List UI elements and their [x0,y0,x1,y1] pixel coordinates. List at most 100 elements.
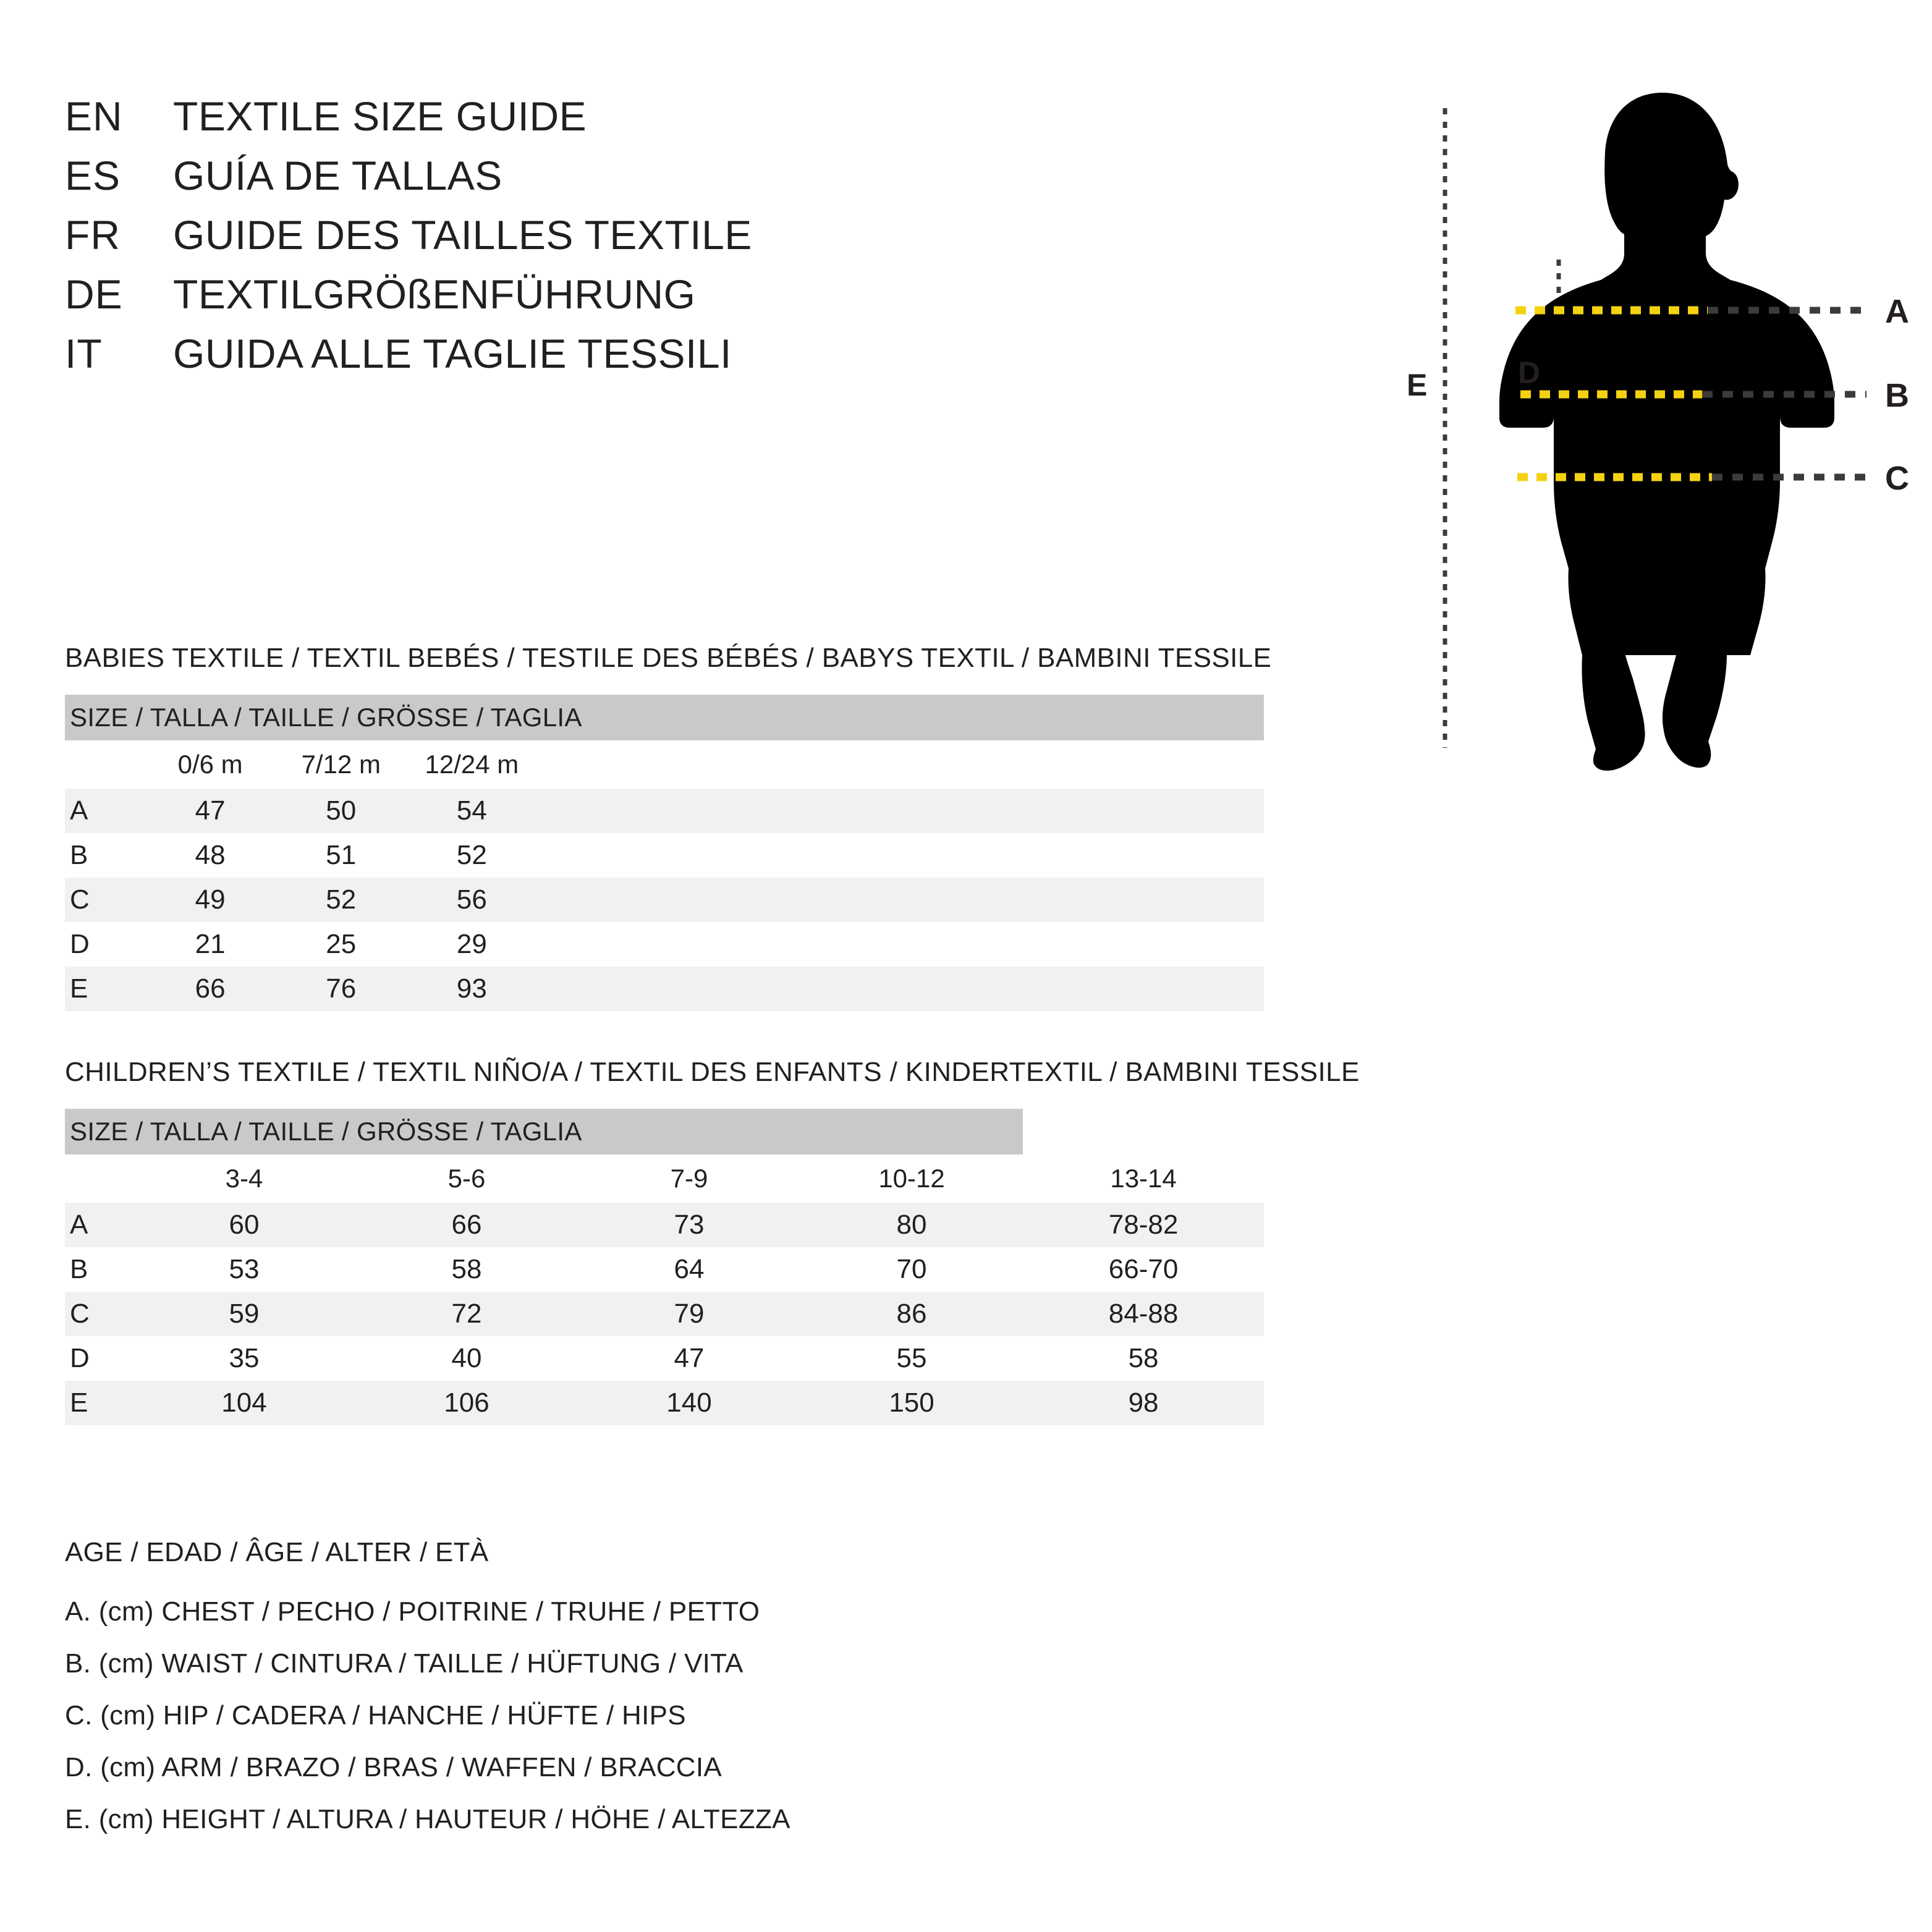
babies-size-table: SIZE / TALLA / TAILLE / GRÖSSE / TAGLIA … [65,695,1264,1011]
figure-label-d: D [1518,355,1540,390]
babies-cell-a-0: 47 [145,789,276,833]
children-cell-e-1: 106 [355,1381,578,1425]
children-cell-a-2: 73 [578,1203,800,1247]
legend-age-line: AGE / EDAD / ÂGE / ALTER / ETÀ [65,1537,489,1567]
language-row-de: DE TEXTILGRÖßENFÜHRUNG [65,271,930,330]
children-size-table: SIZE / TALLA / TAILLE / GRÖSSE / TAGLIA … [65,1109,1265,1425]
children-cell-b-2: 64 [674,1254,705,1284]
legend-item-e: E. (cm) HEIGHT / ALTURA / HAUTEUR / HÖHE… [65,1804,790,1834]
babies-cell-e-1: 76 [275,967,407,1011]
babies-row-label-b: B [70,840,88,870]
table-row: A 60 66 73 80 78-82 [65,1203,1265,1247]
children-section-title: CHILDREN’S TEXTILE / TEXTIL NIÑO/A / TEX… [65,1057,1360,1087]
language-code-de: DE [65,271,123,317]
children-cell-e-4: 98 [1023,1381,1265,1425]
babies-cell-b-2: 52 [456,840,487,870]
children-column-header-2: 7-9 [670,1164,708,1193]
measurement-legend: AGE / EDAD / ÂGE / ALTER / ETÀ A. (cm) C… [65,1527,1177,1845]
language-title-es: GUÍA DE TALLAS [173,153,502,198]
children-cell-a-0: 60 [133,1203,355,1247]
legend-item-a: A. (cm) CHEST / PECHO / POITRINE / TRUHE… [65,1596,760,1627]
figure-label-b: B [1885,377,1909,414]
babies-cell-e-2: 93 [406,967,538,1011]
babies-cell-d-pad [537,922,1264,967]
children-cell-c-4: 84-88 [1023,1292,1265,1336]
children-row-label-a: A [65,1203,133,1247]
children-cell-b-1: 58 [451,1254,482,1284]
table-row: A 47 50 54 [65,789,1264,833]
babies-column-header-row: 0/6 m 7/12 m 12/24 m [65,740,1264,789]
babies-cell-e-0: 66 [145,967,276,1011]
babies-cell-a-1: 50 [275,789,407,833]
table-row: B 53 58 64 70 66-70 [65,1247,1264,1292]
children-cell-e-2: 140 [578,1381,800,1425]
children-column-header-row: 3-4 5-6 7-9 10-12 13-14 [65,1155,1264,1203]
babies-cell-a-pad [537,789,1264,833]
children-corner-cell [65,1155,133,1203]
children-header-band-gap [1023,1109,1265,1155]
table-row: C 49 52 56 [65,878,1264,922]
children-cell-a-1: 66 [355,1203,578,1247]
babies-cell-c-0: 49 [145,878,276,922]
language-row-fr: FR GUIDE DES TAILLES TEXTILE [65,211,930,271]
children-cell-b-0: 53 [229,1254,260,1284]
babies-size-section: BABIES TEXTILE / TEXTIL BEBÉS / TESTILE … [65,643,1301,1011]
language-code-en: EN [65,93,123,139]
language-code-es: ES [65,153,121,198]
babies-row-label-a: A [65,789,145,833]
children-cell-d-0: 35 [229,1343,260,1373]
babies-row-label-c: C [65,878,145,922]
babies-cell-a-2: 54 [406,789,538,833]
babies-column-pad [537,740,1264,789]
babies-cell-c-2: 56 [406,878,538,922]
children-cell-d-3: 55 [896,1343,927,1373]
babies-cell-b-0: 48 [195,840,226,870]
children-cell-d-1: 40 [451,1343,482,1373]
measurement-figure-diagram: A B C D E [1397,74,1928,779]
children-cell-b-3: 70 [896,1254,927,1284]
legend-item-b: B. (cm) WAIST / CINTURA / TAILLE / HÜFTU… [65,1648,744,1679]
children-column-header-0: 3-4 [225,1164,263,1193]
figure-label-a: A [1885,293,1909,330]
children-cell-c-1: 72 [355,1292,578,1336]
children-cell-c-2: 79 [578,1292,800,1336]
babies-cell-d-1: 25 [326,929,357,959]
figure-label-e: E [1407,368,1427,402]
babies-row-label-d: D [70,929,90,959]
babies-cell-c-1: 52 [275,878,407,922]
children-cell-c-3: 86 [800,1292,1023,1336]
child-silhouette [1499,93,1834,771]
children-row-label-e: E [65,1381,133,1425]
children-size-section: CHILDREN’S TEXTILE / TEXTIL NIÑO/A / TEX… [65,1057,1360,1425]
legend-item-c: C. (cm) HIP / CADERA / HANCHE / HÜFTE / … [65,1700,686,1731]
babies-corner-cell [65,740,145,789]
children-row-label-c: C [65,1292,133,1336]
babies-row-label-e: E [65,967,145,1011]
children-cell-e-0: 104 [133,1381,355,1425]
language-row-it: IT GUIDA ALLE TAGLIE TESSILI [65,330,930,389]
legend-item-d: D. (cm) ARM / BRAZO / BRAS / WAFFEN / BR… [65,1752,722,1782]
language-title-fr: GUIDE DES TAILLES TEXTILE [173,212,752,258]
language-row-en: EN TEXTILE SIZE GUIDE [65,93,930,152]
children-cell-c-0: 59 [133,1292,355,1336]
table-row: E 66 76 93 [65,967,1264,1011]
babies-column-header-0: 0/6 m [177,750,243,779]
children-cell-a-3: 80 [800,1203,1023,1247]
babies-cell-e-pad [537,967,1264,1011]
language-title-en: TEXTILE SIZE GUIDE [173,93,587,139]
children-table-header-band: SIZE / TALLA / TAILLE / GRÖSSE / TAGLIA [65,1109,1265,1155]
babies-header-band-text: SIZE / TALLA / TAILLE / GRÖSSE / TAGLIA [65,695,1264,740]
children-cell-e-3: 150 [800,1381,1023,1425]
table-row: D 35 40 47 55 58 [65,1336,1264,1381]
children-cell-d-2: 47 [674,1343,705,1373]
language-title-de: TEXTILGRÖßENFÜHRUNG [173,271,696,317]
children-cell-d-4: 58 [1128,1343,1159,1373]
children-row-label-d: D [70,1343,90,1373]
babies-table-header-band: SIZE / TALLA / TAILLE / GRÖSSE / TAGLIA [65,695,1264,740]
babies-cell-d-0: 21 [195,929,226,959]
babies-cell-c-pad [537,878,1264,922]
children-cell-b-4: 66-70 [1108,1254,1179,1284]
babies-section-title: BABIES TEXTILE / TEXTIL BEBÉS / TESTILE … [65,643,1272,673]
table-row: B 48 51 52 [65,833,1264,878]
children-column-header-1: 5-6 [447,1164,486,1193]
